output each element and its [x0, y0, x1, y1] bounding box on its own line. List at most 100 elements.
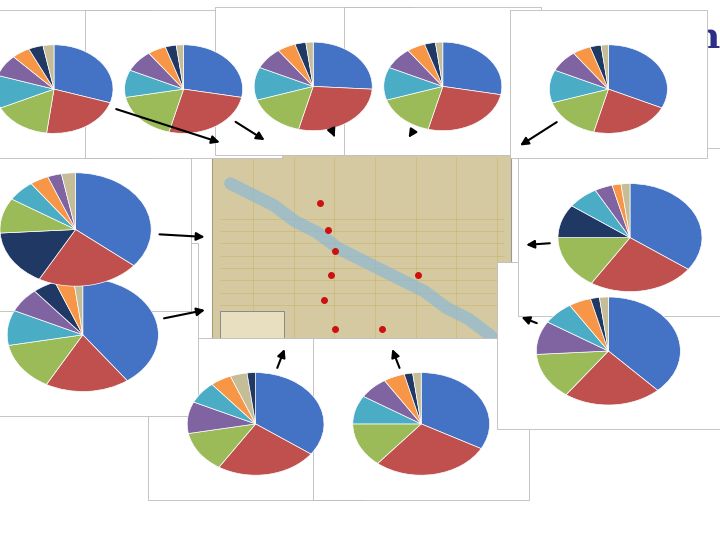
Wedge shape — [130, 53, 184, 89]
FancyBboxPatch shape — [13, 119, 49, 151]
Wedge shape — [364, 381, 421, 424]
Wedge shape — [353, 396, 421, 424]
Wedge shape — [176, 45, 184, 89]
Wedge shape — [608, 45, 667, 108]
Wedge shape — [549, 70, 608, 103]
Wedge shape — [574, 47, 608, 89]
Wedge shape — [566, 351, 657, 405]
Wedge shape — [572, 190, 630, 238]
Wedge shape — [408, 44, 443, 86]
Wedge shape — [1, 89, 54, 133]
Wedge shape — [14, 291, 83, 335]
FancyBboxPatch shape — [212, 151, 511, 378]
Wedge shape — [413, 373, 421, 424]
Wedge shape — [552, 89, 608, 132]
Wedge shape — [12, 184, 76, 230]
Wedge shape — [219, 424, 311, 475]
Wedge shape — [256, 373, 324, 454]
Wedge shape — [384, 374, 421, 424]
Wedge shape — [0, 199, 76, 233]
Wedge shape — [536, 351, 608, 395]
FancyBboxPatch shape — [0, 138, 191, 310]
Wedge shape — [7, 310, 83, 346]
Wedge shape — [31, 177, 76, 230]
Wedge shape — [384, 68, 443, 100]
Wedge shape — [39, 230, 134, 286]
Wedge shape — [73, 278, 83, 335]
Wedge shape — [230, 373, 256, 424]
Wedge shape — [187, 402, 256, 434]
FancyBboxPatch shape — [220, 310, 284, 365]
Wedge shape — [83, 278, 158, 381]
FancyBboxPatch shape — [344, 7, 541, 155]
Wedge shape — [421, 373, 490, 449]
Wedge shape — [443, 42, 502, 94]
Wedge shape — [169, 89, 242, 133]
FancyBboxPatch shape — [148, 338, 364, 500]
Wedge shape — [254, 68, 313, 100]
Wedge shape — [125, 70, 184, 97]
FancyBboxPatch shape — [0, 243, 198, 416]
Wedge shape — [9, 335, 83, 384]
Wedge shape — [548, 306, 608, 351]
Wedge shape — [0, 57, 54, 89]
FancyBboxPatch shape — [85, 10, 282, 158]
Wedge shape — [43, 45, 54, 89]
Wedge shape — [260, 51, 313, 86]
Wedge shape — [558, 206, 630, 238]
Wedge shape — [0, 230, 76, 279]
Wedge shape — [149, 47, 184, 89]
Wedge shape — [299, 86, 372, 131]
Wedge shape — [558, 238, 630, 283]
Wedge shape — [608, 297, 680, 390]
Wedge shape — [257, 86, 313, 129]
Wedge shape — [194, 384, 256, 424]
Wedge shape — [247, 373, 256, 424]
Wedge shape — [595, 185, 630, 238]
Wedge shape — [46, 335, 127, 392]
Wedge shape — [166, 45, 184, 89]
Text: source categories: source categories — [181, 61, 539, 96]
Wedge shape — [428, 86, 501, 131]
Wedge shape — [630, 184, 702, 269]
FancyBboxPatch shape — [313, 338, 529, 500]
Wedge shape — [29, 45, 54, 89]
Wedge shape — [570, 299, 608, 351]
Wedge shape — [612, 184, 630, 238]
FancyBboxPatch shape — [497, 262, 720, 429]
Text: Contributions to PM$_{2.5}$ from different: Contributions to PM$_{2.5}$ from differe… — [0, 19, 720, 56]
Wedge shape — [436, 42, 443, 86]
Wedge shape — [14, 49, 54, 89]
Wedge shape — [54, 45, 113, 103]
Wedge shape — [0, 76, 54, 108]
Wedge shape — [47, 89, 110, 133]
Wedge shape — [377, 424, 481, 475]
Wedge shape — [61, 173, 76, 230]
Wedge shape — [599, 297, 608, 351]
FancyBboxPatch shape — [0, 10, 153, 158]
FancyBboxPatch shape — [13, 86, 58, 132]
Wedge shape — [212, 376, 256, 424]
Wedge shape — [353, 424, 421, 463]
Wedge shape — [590, 45, 608, 89]
Wedge shape — [555, 53, 608, 89]
FancyBboxPatch shape — [32, 109, 76, 151]
Wedge shape — [313, 42, 372, 89]
Wedge shape — [404, 373, 421, 424]
Wedge shape — [125, 89, 184, 132]
Wedge shape — [601, 45, 608, 89]
Wedge shape — [590, 298, 608, 351]
Wedge shape — [279, 44, 313, 86]
Wedge shape — [621, 184, 630, 238]
Wedge shape — [390, 51, 443, 86]
Wedge shape — [189, 424, 256, 467]
Wedge shape — [295, 43, 313, 86]
Wedge shape — [425, 43, 443, 86]
FancyBboxPatch shape — [510, 10, 707, 158]
Wedge shape — [55, 279, 83, 335]
Wedge shape — [76, 173, 151, 266]
Wedge shape — [35, 282, 83, 335]
Wedge shape — [536, 322, 608, 354]
Wedge shape — [594, 89, 662, 133]
FancyBboxPatch shape — [215, 7, 412, 155]
